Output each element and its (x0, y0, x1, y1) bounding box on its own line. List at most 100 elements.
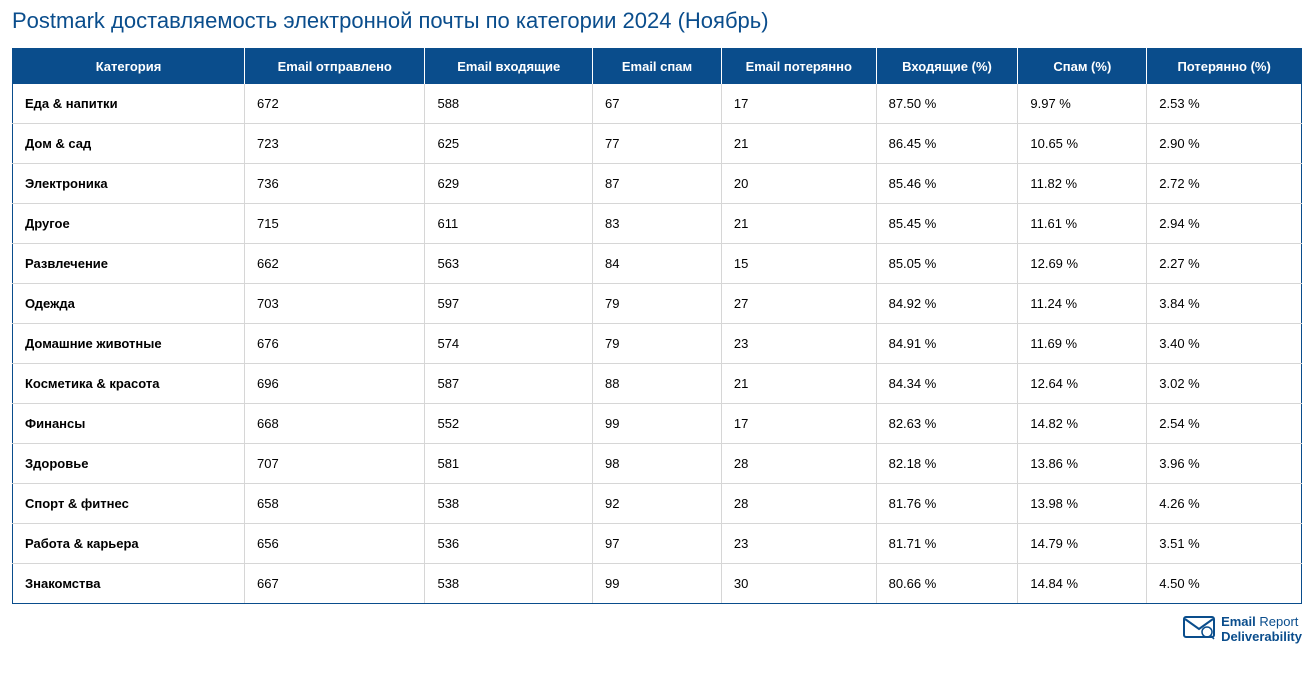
table-cell: Работа & карьера (13, 524, 245, 564)
column-header: Потерянно (%) (1147, 49, 1302, 85)
table-row: Электроника736629872085.46 %11.82 %2.72 … (13, 164, 1302, 204)
table-body: Еда & напитки672588671787.50 %9.97 %2.53… (13, 84, 1302, 604)
column-header: Email спам (593, 49, 722, 85)
deliverability-table: КатегорияEmail отправленоEmail входящиеE… (12, 48, 1302, 604)
table-cell: 99 (593, 564, 722, 604)
table-row: Спорт & фитнес658538922881.76 %13.98 %4.… (13, 484, 1302, 524)
table-cell: Дом & сад (13, 124, 245, 164)
table-row: Косметика & красота696587882184.34 %12.6… (13, 364, 1302, 404)
table-row: Финансы668552991782.63 %14.82 %2.54 % (13, 404, 1302, 444)
column-header: Входящие (%) (876, 49, 1018, 85)
table-row: Одежда703597792784.92 %11.24 %3.84 % (13, 284, 1302, 324)
table-cell: 15 (721, 244, 876, 284)
table-row: Дом & сад723625772186.45 %10.65 %2.90 % (13, 124, 1302, 164)
table-cell: 30 (721, 564, 876, 604)
table-cell: 3.96 % (1147, 444, 1302, 484)
table-cell: 588 (425, 84, 593, 124)
table-cell: Электроника (13, 164, 245, 204)
table-cell: 703 (245, 284, 425, 324)
table-cell: 552 (425, 404, 593, 444)
table-cell: 83 (593, 204, 722, 244)
table-cell: 2.27 % (1147, 244, 1302, 284)
table-cell: 86.45 % (876, 124, 1018, 164)
table-cell: 625 (425, 124, 593, 164)
table-cell: 723 (245, 124, 425, 164)
table-cell: 21 (721, 124, 876, 164)
table-cell: 707 (245, 444, 425, 484)
table-cell: 736 (245, 164, 425, 204)
table-cell: 667 (245, 564, 425, 604)
envelope-icon (1183, 614, 1215, 645)
table-cell: 11.69 % (1018, 324, 1147, 364)
table-cell: 672 (245, 84, 425, 124)
table-cell: 23 (721, 524, 876, 564)
table-cell: 13.86 % (1018, 444, 1147, 484)
table-cell: 97 (593, 524, 722, 564)
table-cell: 629 (425, 164, 593, 204)
table-cell: Спорт & фитнес (13, 484, 245, 524)
column-header: Спам (%) (1018, 49, 1147, 85)
table-cell: 67 (593, 84, 722, 124)
table-cell: Еда & напитки (13, 84, 245, 124)
column-header: Email входящие (425, 49, 593, 85)
table-cell: 581 (425, 444, 593, 484)
table-cell: 17 (721, 404, 876, 444)
table-cell: 538 (425, 484, 593, 524)
table-cell: 23 (721, 324, 876, 364)
table-cell: 3.40 % (1147, 324, 1302, 364)
brand-word-1: Email (1221, 614, 1256, 629)
table-cell: 88 (593, 364, 722, 404)
table-cell: 28 (721, 484, 876, 524)
table-cell: 21 (721, 204, 876, 244)
table-cell: 11.61 % (1018, 204, 1147, 244)
table-cell: 84 (593, 244, 722, 284)
table-cell: 696 (245, 364, 425, 404)
table-cell: 17 (721, 84, 876, 124)
table-row: Здоровье707581982882.18 %13.86 %3.96 % (13, 444, 1302, 484)
table-cell: 84.91 % (876, 324, 1018, 364)
table-cell: 77 (593, 124, 722, 164)
brand-word-3: Deliverability (1221, 630, 1302, 644)
table-cell: 538 (425, 564, 593, 604)
table-cell: 574 (425, 324, 593, 364)
table-cell: 80.66 % (876, 564, 1018, 604)
table-cell: 2.53 % (1147, 84, 1302, 124)
table-row: Знакомства667538993080.66 %14.84 %4.50 % (13, 564, 1302, 604)
brand-word-2: Report (1259, 614, 1298, 629)
table-cell: 27 (721, 284, 876, 324)
table-cell: 3.51 % (1147, 524, 1302, 564)
table-cell: 12.69 % (1018, 244, 1147, 284)
footer-logo: Email Report Deliverability (12, 614, 1302, 645)
table-cell: Развлечение (13, 244, 245, 284)
table-cell: 12.64 % (1018, 364, 1147, 404)
table-cell: 3.02 % (1147, 364, 1302, 404)
column-header: Email потерянно (721, 49, 876, 85)
table-cell: 82.18 % (876, 444, 1018, 484)
table-row: Другое715611832185.45 %11.61 %2.94 % (13, 204, 1302, 244)
page-title: Postmark доставляемость электронной почт… (12, 8, 1302, 34)
table-cell: 10.65 % (1018, 124, 1147, 164)
table-cell: 14.82 % (1018, 404, 1147, 444)
table-cell: Финансы (13, 404, 245, 444)
table-row: Работа & карьера656536972381.71 %14.79 %… (13, 524, 1302, 564)
column-header: Категория (13, 49, 245, 85)
table-cell: 587 (425, 364, 593, 404)
table-cell: 79 (593, 324, 722, 364)
table-cell: 84.34 % (876, 364, 1018, 404)
table-cell: 563 (425, 244, 593, 284)
footer-logo-text: Email Report Deliverability (1221, 615, 1302, 644)
table-cell: 2.72 % (1147, 164, 1302, 204)
table-cell: 3.84 % (1147, 284, 1302, 324)
table-cell: 2.94 % (1147, 204, 1302, 244)
table-cell: Знакомства (13, 564, 245, 604)
table-cell: 81.71 % (876, 524, 1018, 564)
table-cell: 676 (245, 324, 425, 364)
table-cell: 11.24 % (1018, 284, 1147, 324)
table-cell: 14.79 % (1018, 524, 1147, 564)
table-cell: 658 (245, 484, 425, 524)
table-cell: 13.98 % (1018, 484, 1147, 524)
table-cell: 85.45 % (876, 204, 1018, 244)
table-row: Развлечение662563841585.05 %12.69 %2.27 … (13, 244, 1302, 284)
table-cell: 79 (593, 284, 722, 324)
table-cell: 597 (425, 284, 593, 324)
